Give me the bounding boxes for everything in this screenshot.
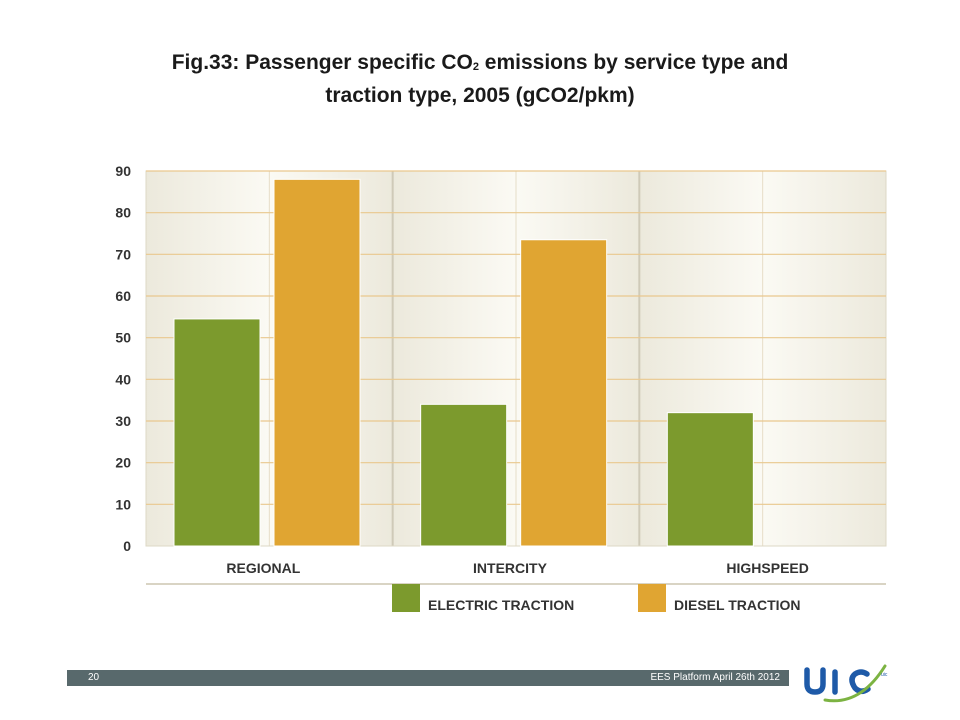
y-tick-label: 50	[115, 330, 131, 346]
y-tick-label: 60	[115, 288, 131, 304]
y-tick-label: 20	[115, 455, 131, 471]
y-tick-label: 0	[123, 538, 131, 554]
y-tick-label: 90	[115, 163, 131, 179]
logo-letter-u	[804, 667, 826, 695]
logo-text: uic	[881, 672, 888, 678]
title-part2: emissions by service type and	[478, 51, 789, 74]
legend-swatch	[638, 584, 666, 612]
x-tick-label: REGIONAL	[226, 560, 300, 576]
footer-bar	[67, 670, 789, 686]
label-band	[146, 548, 886, 584]
legend-label: ELECTRIC TRACTION	[428, 597, 574, 613]
uic-logo: uic	[804, 664, 888, 703]
y-tick-label: 70	[115, 246, 131, 262]
bar-electric-traction-regional	[173, 318, 261, 547]
title-line2: traction type, 2005 (gCO2/pkm)	[325, 84, 635, 107]
bar-diesel-traction-intercity	[520, 239, 608, 547]
chart-title: Fig.33: Passenger specific CO2 emissions…	[100, 48, 860, 110]
legend-label: DIESEL TRACTION	[674, 597, 801, 613]
y-tick-label: 30	[115, 413, 131, 429]
y-tick-label: 10	[115, 496, 131, 512]
x-tick-label: HIGHSPEED	[726, 560, 808, 576]
footer-text: EES Platform April 26th 2012	[650, 672, 780, 683]
y-tick-label: 80	[115, 205, 131, 221]
legend-swatch	[392, 584, 420, 612]
page-number: 20	[88, 672, 100, 683]
logo-swoosh	[823, 664, 887, 703]
title-subscript: 2	[472, 61, 479, 73]
y-tick-label: 40	[115, 371, 131, 387]
title-part1: Fig.33: Passenger specific CO	[171, 51, 473, 74]
bar-electric-traction-intercity	[420, 403, 508, 547]
bar-electric-traction-highspeed	[666, 412, 754, 547]
x-tick-label: INTERCITY	[473, 560, 548, 576]
bar-diesel-traction-regional	[273, 178, 361, 547]
